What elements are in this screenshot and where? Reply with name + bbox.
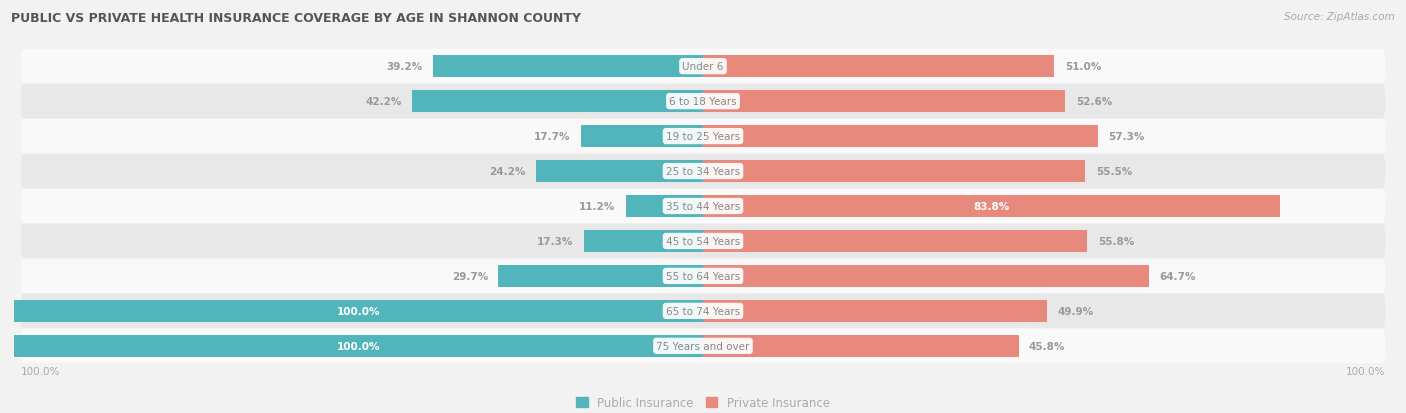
Text: 45 to 54 Years: 45 to 54 Years [666,236,740,247]
Text: 55 to 64 Years: 55 to 64 Years [666,271,740,281]
Text: 35 to 44 Years: 35 to 44 Years [666,202,740,211]
Legend: Public Insurance, Private Insurance: Public Insurance, Private Insurance [571,392,835,413]
Bar [626,196,703,217]
FancyBboxPatch shape [21,294,1385,328]
Text: 6 to 18 Years: 6 to 18 Years [669,97,737,107]
FancyBboxPatch shape [21,190,1385,223]
Text: 11.2%: 11.2% [579,202,616,211]
Text: 83.8%: 83.8% [973,202,1010,211]
Text: 45.8%: 45.8% [1029,341,1066,351]
Bar [412,91,703,113]
Bar [703,91,1066,113]
FancyBboxPatch shape [21,329,1385,363]
Text: 64.7%: 64.7% [1159,271,1195,281]
Text: 25 to 34 Years: 25 to 34 Years [666,166,740,177]
FancyBboxPatch shape [21,259,1385,293]
Text: 49.9%: 49.9% [1057,306,1094,316]
Text: Source: ZipAtlas.com: Source: ZipAtlas.com [1284,12,1395,22]
Text: 65 to 74 Years: 65 to 74 Years [666,306,740,316]
Text: 75 Years and over: 75 Years and over [657,341,749,351]
Text: 100.0%: 100.0% [337,306,380,316]
Text: 100.0%: 100.0% [21,366,60,376]
Text: Under 6: Under 6 [682,62,724,72]
FancyBboxPatch shape [21,224,1385,259]
Text: 51.0%: 51.0% [1064,62,1101,72]
Text: 29.7%: 29.7% [451,271,488,281]
Bar [703,300,1047,322]
FancyBboxPatch shape [21,120,1385,154]
Bar [703,266,1149,287]
Bar [583,230,703,252]
Bar [581,126,703,147]
Bar [14,300,703,322]
Text: 42.2%: 42.2% [366,97,402,107]
Bar [703,161,1085,183]
FancyBboxPatch shape [21,85,1385,119]
Text: 24.2%: 24.2% [489,166,526,177]
Text: 17.7%: 17.7% [534,132,571,142]
Text: 57.3%: 57.3% [1108,132,1144,142]
Bar [433,56,703,78]
Text: 17.3%: 17.3% [537,236,574,247]
Bar [703,196,1281,217]
Text: PUBLIC VS PRIVATE HEALTH INSURANCE COVERAGE BY AGE IN SHANNON COUNTY: PUBLIC VS PRIVATE HEALTH INSURANCE COVER… [11,12,581,25]
Text: 19 to 25 Years: 19 to 25 Years [666,132,740,142]
Bar [703,126,1098,147]
Text: 55.5%: 55.5% [1095,166,1132,177]
Bar [14,335,703,357]
Text: 100.0%: 100.0% [337,341,380,351]
Text: 52.6%: 52.6% [1076,97,1112,107]
Bar [703,335,1018,357]
Text: 100.0%: 100.0% [1346,366,1385,376]
Text: 39.2%: 39.2% [387,62,423,72]
Bar [498,266,703,287]
Text: 55.8%: 55.8% [1098,236,1135,247]
FancyBboxPatch shape [21,154,1385,189]
Bar [536,161,703,183]
Bar [703,230,1087,252]
FancyBboxPatch shape [21,50,1385,84]
Bar [703,56,1054,78]
